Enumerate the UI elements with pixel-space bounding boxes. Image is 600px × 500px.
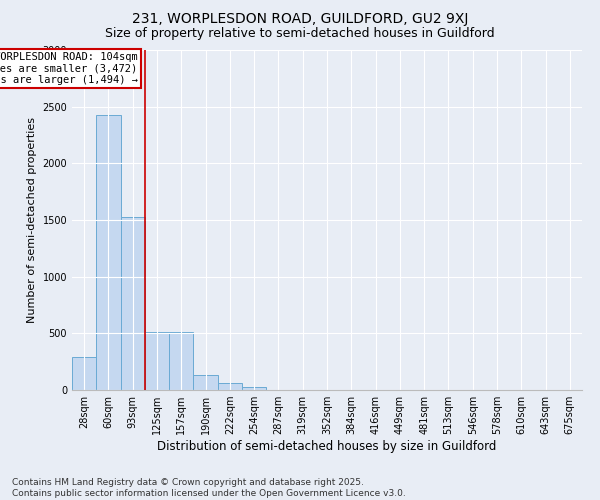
Bar <box>218 383 242 390</box>
Bar <box>169 332 193 390</box>
Text: 231, WORPLESDON ROAD, GUILDFORD, GU2 9XJ: 231, WORPLESDON ROAD, GUILDFORD, GU2 9XJ <box>132 12 468 26</box>
Text: Size of property relative to semi-detached houses in Guildford: Size of property relative to semi-detach… <box>105 28 495 40</box>
Bar <box>145 332 169 390</box>
Text: Contains HM Land Registry data © Crown copyright and database right 2025.
Contai: Contains HM Land Registry data © Crown c… <box>12 478 406 498</box>
Text: 231 WORPLESDON ROAD: 104sqm
← 70% of semi-detached houses are smaller (3,472)
30: 231 WORPLESDON ROAD: 104sqm ← 70% of sem… <box>0 52 137 85</box>
Bar <box>72 357 96 390</box>
Bar <box>242 386 266 390</box>
Y-axis label: Number of semi-detached properties: Number of semi-detached properties <box>27 117 37 323</box>
Bar <box>193 374 218 390</box>
Bar <box>96 114 121 390</box>
X-axis label: Distribution of semi-detached houses by size in Guildford: Distribution of semi-detached houses by … <box>157 440 497 453</box>
Bar <box>121 216 145 390</box>
